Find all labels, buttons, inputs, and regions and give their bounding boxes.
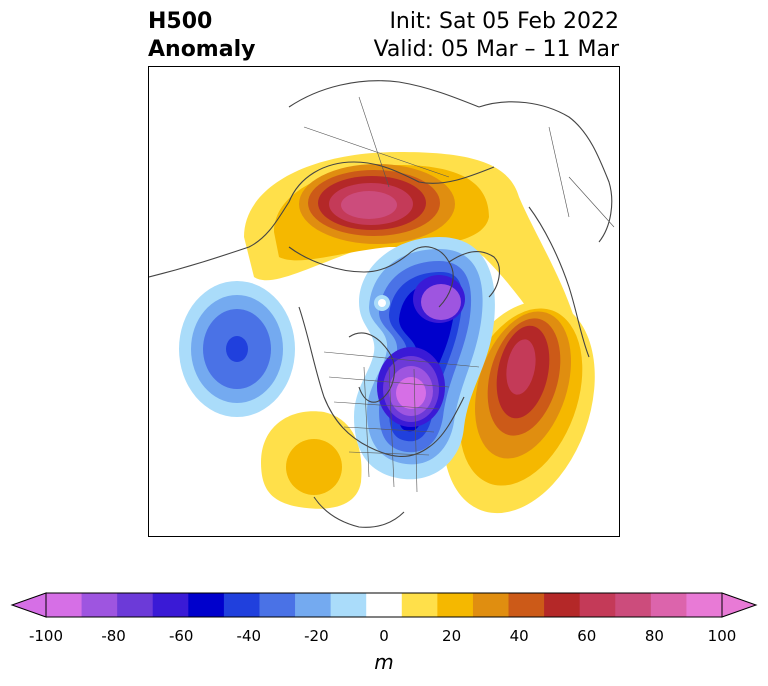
colorbar-outline xyxy=(45,592,723,618)
colorbar-tick-label: 0 xyxy=(379,627,389,645)
colorbar-swatch xyxy=(401,593,438,617)
colorbar-tick-label: 20 xyxy=(442,627,462,645)
colorbar-swatch xyxy=(188,593,225,617)
colorbar xyxy=(0,585,768,686)
colorbar-tick-label: 60 xyxy=(577,627,597,645)
colorbar-tick-label: 100 xyxy=(707,627,737,645)
colorbar-swatch xyxy=(508,593,545,617)
colorbar-swatch xyxy=(472,593,510,617)
title-field: Anomaly xyxy=(148,37,256,62)
colorbar-unit: m xyxy=(374,650,394,674)
colorbar-swatch xyxy=(259,593,296,617)
colorbar-swatch xyxy=(330,593,367,617)
colorbar-swatch xyxy=(615,593,652,617)
colorbar-tick-label: -20 xyxy=(304,627,329,645)
coastlines xyxy=(149,80,613,528)
colorbar-tick-label: 40 xyxy=(509,627,529,645)
valid-range: Valid: 05 Mar – 11 Mar xyxy=(373,37,619,62)
title-left: H500 Anomaly xyxy=(148,8,255,64)
colorbar-swatch xyxy=(152,593,189,617)
title-variable: H500 xyxy=(148,9,213,34)
colorbar-swatch xyxy=(295,593,332,617)
colorbar-swatch xyxy=(46,593,83,617)
colorbar-extend-low xyxy=(10,592,47,618)
title-right: Init: Sat 05 Feb 2022 Valid: 05 Mar – 11… xyxy=(374,8,619,64)
anomaly-map xyxy=(149,80,615,528)
negative-anomaly-pacific xyxy=(179,281,295,417)
colorbar-swatch xyxy=(650,593,687,617)
colorbar-swatch xyxy=(366,593,403,617)
colorbar-tick-label: 80 xyxy=(644,627,664,645)
colorbar-tick-label: -40 xyxy=(236,627,262,645)
colorbar-swatch xyxy=(544,593,581,617)
colorbar-swatch xyxy=(579,593,616,617)
colorbar-tick-label: -100 xyxy=(28,627,64,645)
negative-anomaly-canada xyxy=(354,237,495,480)
positive-anomaly-southwest xyxy=(261,411,362,509)
colorbar-swatch xyxy=(437,593,474,617)
colorbar-extend-high xyxy=(721,592,758,618)
colorbar-tick-label: -80 xyxy=(101,627,126,645)
political-borders xyxy=(303,96,615,493)
positive-anomaly-arctic xyxy=(244,152,588,363)
colorbar-tick-label: -60 xyxy=(168,627,194,645)
colorbar-swatch xyxy=(686,593,723,617)
colorbar-swatch xyxy=(81,593,118,617)
map-panel xyxy=(148,66,620,537)
colorbar-bar xyxy=(10,592,758,618)
colorbar-swatch xyxy=(117,593,154,617)
colorbar-swatch xyxy=(223,593,260,617)
init-date: Init: Sat 05 Feb 2022 xyxy=(389,9,619,34)
